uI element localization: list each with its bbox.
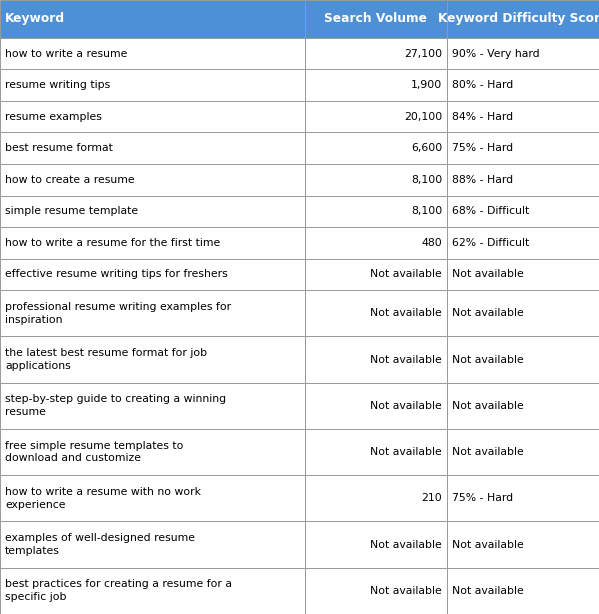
- Bar: [0, 383, 305, 429]
- Bar: [305, 227, 447, 258]
- Bar: [305, 164, 447, 195]
- Text: 27,100: 27,100: [404, 49, 442, 58]
- Text: step-by-step guide to creating a winning
resume: step-by-step guide to creating a winning…: [5, 394, 226, 418]
- Bar: [305, 521, 447, 568]
- Text: 1,900: 1,900: [411, 80, 442, 90]
- Bar: [447, 38, 599, 69]
- Text: Not available: Not available: [452, 586, 524, 596]
- Text: Not available: Not available: [452, 270, 524, 279]
- Text: professional resume writing examples for
inspiration: professional resume writing examples for…: [5, 302, 231, 325]
- Text: 90% - Very hard: 90% - Very hard: [452, 49, 540, 58]
- Bar: [305, 133, 447, 164]
- Text: how to write a resume for the first time: how to write a resume for the first time: [5, 238, 220, 248]
- Text: Not available: Not available: [452, 354, 524, 365]
- Bar: [0, 429, 305, 475]
- Text: 75% - Hard: 75% - Hard: [452, 494, 513, 503]
- Bar: [305, 568, 447, 614]
- Text: Not available: Not available: [452, 540, 524, 550]
- Bar: [447, 164, 599, 195]
- Text: 210: 210: [421, 494, 442, 503]
- Text: how to write a resume with no work
experience: how to write a resume with no work exper…: [5, 487, 201, 510]
- Text: Not available: Not available: [370, 540, 442, 550]
- Bar: [305, 475, 447, 521]
- Bar: [305, 101, 447, 133]
- Bar: [305, 258, 447, 290]
- Text: 20,100: 20,100: [404, 112, 442, 122]
- Bar: [0, 568, 305, 614]
- Bar: [447, 383, 599, 429]
- Bar: [0, 133, 305, 164]
- Bar: [305, 336, 447, 383]
- Bar: [447, 0, 599, 38]
- Text: Not available: Not available: [452, 401, 524, 411]
- Bar: [447, 429, 599, 475]
- Bar: [447, 568, 599, 614]
- Bar: [447, 521, 599, 568]
- Bar: [0, 475, 305, 521]
- Bar: [305, 429, 447, 475]
- Text: 8,100: 8,100: [411, 175, 442, 185]
- Bar: [447, 475, 599, 521]
- Text: best resume format: best resume format: [5, 143, 113, 154]
- Bar: [0, 101, 305, 133]
- Bar: [447, 258, 599, 290]
- Bar: [447, 101, 599, 133]
- Text: Not available: Not available: [370, 354, 442, 365]
- Text: simple resume template: simple resume template: [5, 206, 138, 216]
- Text: 68% - Difficult: 68% - Difficult: [452, 206, 530, 216]
- Text: free simple resume templates to
download and customize: free simple resume templates to download…: [5, 441, 183, 464]
- Bar: [0, 227, 305, 258]
- Text: Not available: Not available: [370, 401, 442, 411]
- Bar: [305, 69, 447, 101]
- Text: 6,600: 6,600: [411, 143, 442, 154]
- Text: Keyword Difficulty Score: Keyword Difficulty Score: [438, 12, 599, 25]
- Text: examples of well-designed resume
templates: examples of well-designed resume templat…: [5, 533, 195, 556]
- Text: resume examples: resume examples: [5, 112, 102, 122]
- Bar: [305, 38, 447, 69]
- Text: Not available: Not available: [452, 447, 524, 457]
- Text: 88% - Hard: 88% - Hard: [452, 175, 513, 185]
- Bar: [447, 195, 599, 227]
- Bar: [0, 521, 305, 568]
- Bar: [447, 290, 599, 336]
- Text: 75% - Hard: 75% - Hard: [452, 143, 513, 154]
- Bar: [305, 290, 447, 336]
- Bar: [0, 38, 305, 69]
- Bar: [447, 69, 599, 101]
- Text: 80% - Hard: 80% - Hard: [452, 80, 513, 90]
- Text: 8,100: 8,100: [411, 206, 442, 216]
- Text: how to create a resume: how to create a resume: [5, 175, 135, 185]
- Text: Not available: Not available: [370, 270, 442, 279]
- Text: best practices for creating a resume for a
specific job: best practices for creating a resume for…: [5, 580, 232, 602]
- Text: Not available: Not available: [370, 586, 442, 596]
- Text: 84% - Hard: 84% - Hard: [452, 112, 513, 122]
- Bar: [447, 227, 599, 258]
- Text: 62% - Difficult: 62% - Difficult: [452, 238, 530, 248]
- Bar: [0, 164, 305, 195]
- Bar: [0, 290, 305, 336]
- Bar: [0, 0, 305, 38]
- Bar: [0, 336, 305, 383]
- Bar: [305, 195, 447, 227]
- Text: Search Volume: Search Volume: [325, 12, 428, 25]
- Bar: [0, 258, 305, 290]
- Bar: [447, 336, 599, 383]
- Bar: [0, 69, 305, 101]
- Text: effective resume writing tips for freshers: effective resume writing tips for freshe…: [5, 270, 228, 279]
- Text: how to write a resume: how to write a resume: [5, 49, 128, 58]
- Text: the latest best resume format for job
applications: the latest best resume format for job ap…: [5, 348, 207, 371]
- Bar: [447, 133, 599, 164]
- Text: resume writing tips: resume writing tips: [5, 80, 110, 90]
- Text: Not available: Not available: [370, 308, 442, 318]
- Text: Not available: Not available: [452, 308, 524, 318]
- Text: Not available: Not available: [370, 447, 442, 457]
- Text: Keyword: Keyword: [5, 12, 65, 25]
- Bar: [305, 0, 447, 38]
- Text: 480: 480: [421, 238, 442, 248]
- Bar: [305, 383, 447, 429]
- Bar: [0, 195, 305, 227]
